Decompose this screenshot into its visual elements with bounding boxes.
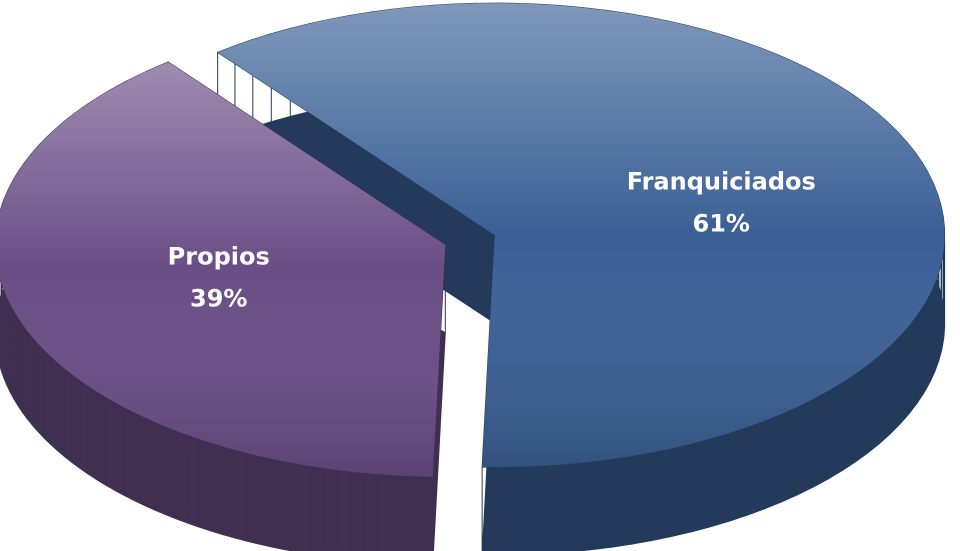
slice-highlight — [0, 62, 446, 477]
slice-value-label: 61% — [693, 210, 750, 238]
slice-value-label: 39% — [190, 284, 247, 312]
slice-highlight — [217, 3, 945, 468]
slice-label: Franquiciados — [627, 168, 816, 196]
slice-label: Propios — [168, 242, 270, 270]
